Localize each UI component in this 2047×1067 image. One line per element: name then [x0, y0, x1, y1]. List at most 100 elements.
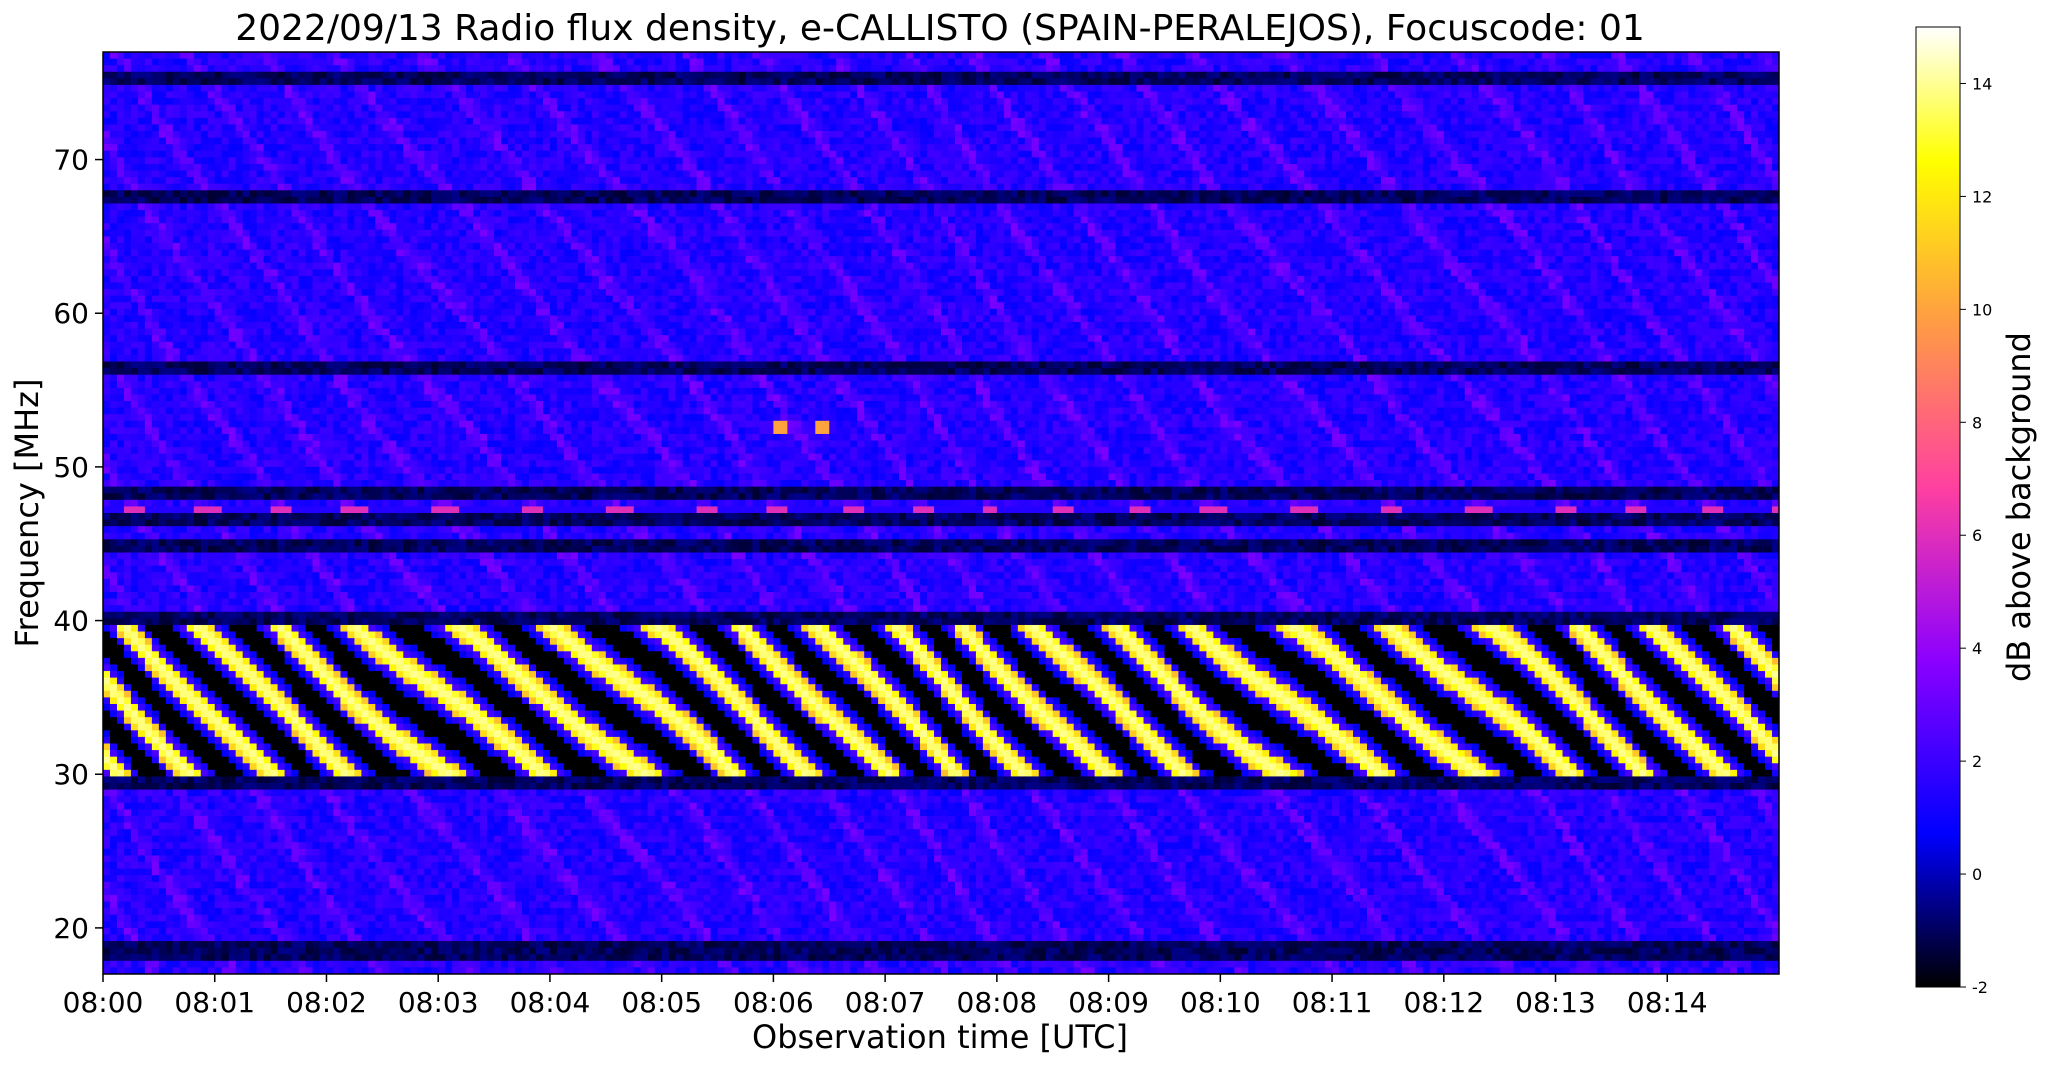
- heatmap-cell: [159, 171, 167, 178]
- heatmap-cell: [759, 78, 767, 85]
- heatmap-cell: [892, 171, 900, 178]
- heatmap-cell: [711, 78, 719, 85]
- heatmap-cell: [222, 144, 230, 151]
- heatmap-cell: [1465, 144, 1473, 151]
- heatmap-cell: [431, 138, 439, 145]
- heatmap-cell: [187, 177, 195, 184]
- heatmap-cell: [117, 52, 125, 59]
- heatmap-cell: [326, 177, 334, 184]
- heatmap-cell: [1046, 131, 1054, 138]
- heatmap-cell: [1611, 138, 1619, 145]
- heatmap-cell: [487, 171, 495, 178]
- heatmap-cell: [1039, 65, 1047, 72]
- heatmap-cell: [1632, 65, 1640, 72]
- heatmap-cell: [780, 171, 788, 178]
- heatmap-cell: [1744, 65, 1752, 72]
- heatmap-cell: [222, 78, 230, 85]
- heatmap-cell: [1353, 65, 1361, 72]
- heatmap-cell: [1611, 72, 1619, 79]
- heatmap-cell: [1604, 118, 1612, 125]
- heatmap-cell: [1639, 59, 1647, 66]
- heatmap-cell: [1157, 131, 1165, 138]
- heatmap-cell: [1311, 65, 1319, 72]
- heatmap-cell: [117, 171, 125, 178]
- heatmap-cell: [1053, 52, 1061, 59]
- heatmap-cell: [1430, 98, 1438, 105]
- heatmap-cell: [759, 111, 767, 118]
- heatmap-cell: [1500, 78, 1508, 85]
- heatmap-cell: [801, 52, 809, 59]
- heatmap-cell: [1151, 118, 1159, 125]
- heatmap-cell: [1178, 78, 1186, 85]
- heatmap-cell: [1346, 118, 1354, 125]
- heatmap-cell: [759, 131, 767, 138]
- heatmap-cell: [1395, 138, 1403, 145]
- heatmap-cell: [1409, 131, 1417, 138]
- heatmap-cell: [983, 85, 991, 92]
- heatmap-cell: [662, 52, 670, 59]
- heatmap-cell: [208, 177, 216, 184]
- heatmap-cell: [1632, 131, 1640, 138]
- heatmap-cell: [1723, 138, 1731, 145]
- heatmap-cell: [1444, 184, 1452, 191]
- heatmap-cell: [1730, 78, 1738, 85]
- heatmap-cell: [1632, 85, 1640, 92]
- heatmap-cell: [1248, 111, 1256, 118]
- heatmap-cell: [536, 59, 544, 66]
- heatmap-cell: [962, 164, 970, 171]
- heatmap-cell: [445, 144, 453, 151]
- heatmap-cell: [1381, 124, 1389, 131]
- heatmap-cell: [1157, 72, 1165, 79]
- heatmap-cell: [1185, 144, 1193, 151]
- heatmap-cell: [417, 144, 425, 151]
- heatmap-cell: [452, 157, 460, 164]
- heatmap-cell: [1416, 118, 1424, 125]
- heatmap-cell: [592, 138, 600, 145]
- heatmap-cell: [522, 131, 530, 138]
- heatmap-cell: [697, 52, 705, 59]
- heatmap-cell: [1325, 65, 1333, 72]
- heatmap-cell: [571, 98, 579, 105]
- heatmap-cell: [1556, 164, 1564, 171]
- heatmap-cell: [1074, 52, 1082, 59]
- heatmap-cell: [1500, 171, 1508, 178]
- heatmap-cell: [180, 184, 188, 191]
- heatmap-cell: [445, 111, 453, 118]
- heatmap-cell: [1486, 85, 1494, 92]
- heatmap-cell: [1360, 164, 1368, 171]
- heatmap-cell: [690, 144, 698, 151]
- heatmap-cell: [1653, 138, 1661, 145]
- heatmap-cell: [131, 157, 139, 164]
- heatmap-cell: [773, 138, 781, 145]
- heatmap-cell: [1213, 78, 1221, 85]
- heatmap-cell: [718, 78, 726, 85]
- heatmap-cell: [522, 124, 530, 131]
- heatmap-cell: [1046, 65, 1054, 72]
- heatmap-cell: [1597, 177, 1605, 184]
- heatmap-cell: [1604, 85, 1612, 92]
- heatmap-cell: [326, 157, 334, 164]
- heatmap-cell: [808, 59, 816, 66]
- heatmap-cell: [704, 131, 712, 138]
- heatmap-cell: [319, 111, 327, 118]
- heatmap-cell: [1653, 164, 1661, 171]
- heatmap-cell: [655, 171, 663, 178]
- heatmap-cell: [1374, 144, 1382, 151]
- heatmap-cell: [103, 151, 111, 158]
- heatmap-cell: [299, 59, 307, 66]
- heatmap-cell: [1151, 157, 1159, 164]
- heatmap-cell: [906, 52, 914, 59]
- heatmap-cell: [1088, 151, 1096, 158]
- heatmap-cell: [208, 157, 216, 164]
- heatmap-cell: [1234, 85, 1242, 92]
- heatmap-cell: [1213, 157, 1221, 164]
- heatmap-cell: [780, 52, 788, 59]
- heatmap-cell: [885, 184, 893, 191]
- heatmap-cell: [354, 92, 362, 99]
- heatmap-cell: [599, 85, 607, 92]
- heatmap-cell: [431, 164, 439, 171]
- heatmap-cell: [1088, 59, 1096, 66]
- heatmap-cell: [1716, 85, 1724, 92]
- heatmap-cell: [1360, 72, 1368, 79]
- heatmap-cell: [627, 164, 635, 171]
